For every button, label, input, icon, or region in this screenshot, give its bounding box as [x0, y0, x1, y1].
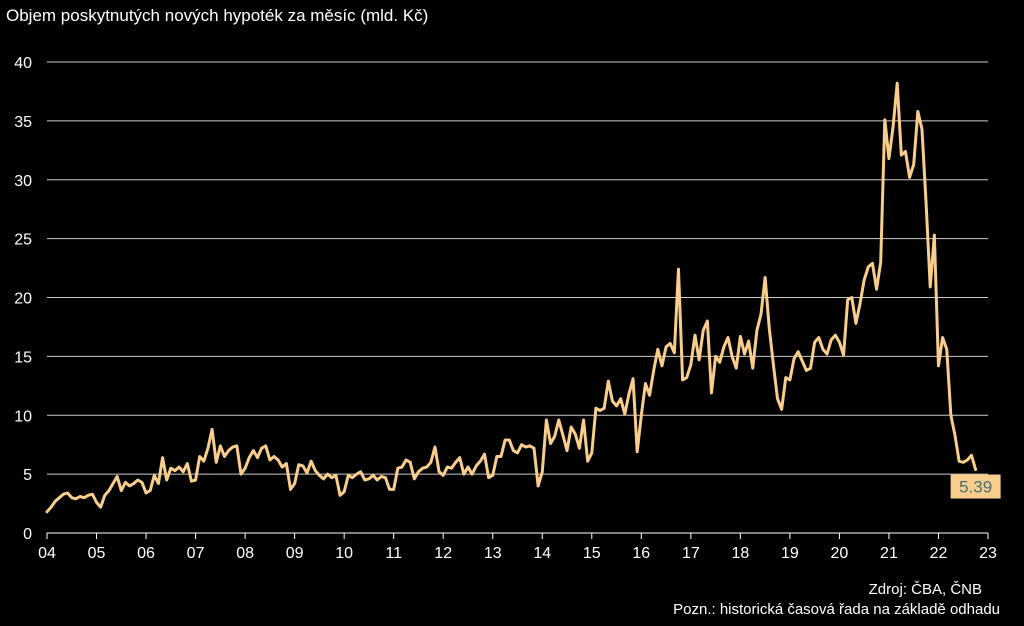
chart-title: Objem poskytnutých nových hypoték za měs… [6, 6, 429, 25]
x-tick-label: 09 [286, 545, 304, 562]
y-tick-label: 25 [14, 232, 32, 249]
y-tick-label: 35 [14, 114, 32, 131]
y-tick-label: 20 [14, 291, 32, 308]
source-note: Zdroj: ČBA, ČNB [868, 581, 982, 598]
x-tick-label: 17 [682, 545, 700, 562]
y-tick-label: 5 [23, 467, 32, 484]
x-tick-label: 16 [632, 545, 650, 562]
x-tick-label: 13 [484, 545, 502, 562]
footnote: Pozn.: historická časová řada na základě… [673, 601, 1000, 618]
y-tick-label: 15 [14, 349, 32, 366]
x-tick-label: 19 [781, 545, 799, 562]
last-value-label: 5.39 [959, 478, 992, 497]
y-tick-label: 10 [14, 408, 32, 425]
x-tick-label: 18 [731, 545, 749, 562]
y-tick-labels: 0 5 10 15 20 25 30 35 40 [14, 55, 32, 543]
last-value-label-group: 5.39 [950, 474, 1001, 499]
x-tick-label: 22 [930, 545, 948, 562]
x-tick-label: 12 [434, 545, 452, 562]
x-tick-label: 21 [880, 545, 898, 562]
y-tick-label: 40 [14, 55, 32, 72]
series-line-group [45, 81, 978, 514]
x-tick-label: 08 [236, 545, 254, 562]
x-tick-labels: 04 05 06 07 08 09 10 11 12 13 14 15 16 17 18 19 20 21 22 23 [38, 533, 997, 562]
x-tick-label: 20 [831, 545, 849, 562]
x-tick-label: 05 [88, 545, 106, 562]
x-tick-label: 04 [38, 545, 56, 562]
x-tick-label: 06 [137, 545, 155, 562]
y-tick-label: 0 [23, 526, 32, 543]
gridlines [47, 61, 988, 534]
last-value-box [950, 474, 1001, 499]
y-tick-label: 30 [14, 173, 32, 190]
x-tick-label: 23 [979, 545, 997, 562]
series-line [45, 81, 978, 514]
x-tick-label: 07 [187, 545, 205, 562]
x-tick-label: 10 [335, 545, 353, 562]
x-tick-label: 15 [583, 545, 601, 562]
x-tick-label: 11 [385, 545, 402, 562]
x-tick-label: 14 [533, 545, 551, 562]
